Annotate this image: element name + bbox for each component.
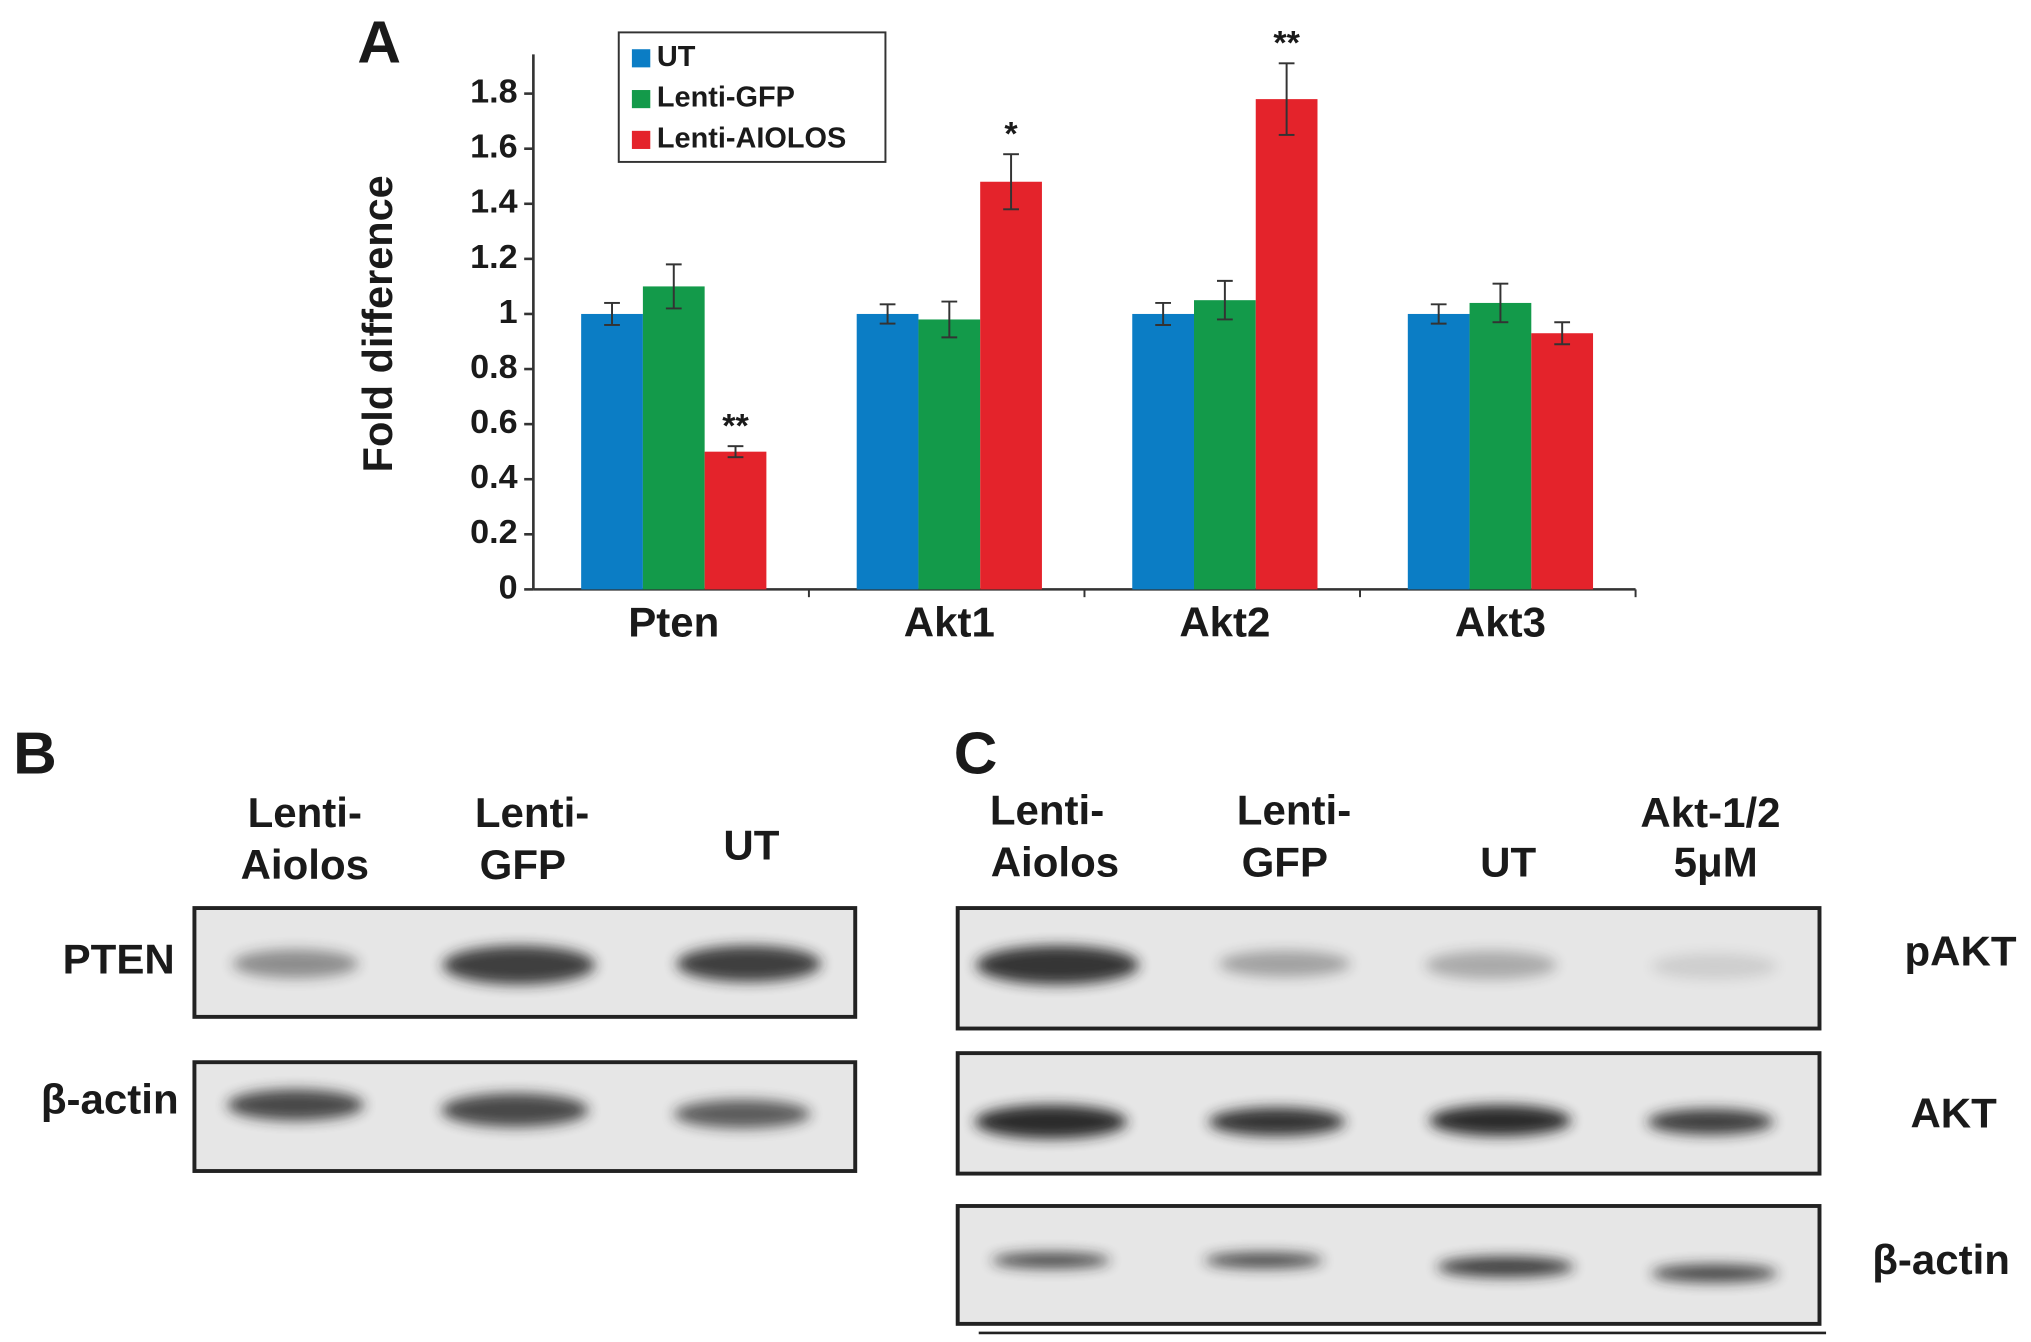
band: [441, 1093, 589, 1127]
row-label: AKT: [1910, 1090, 1997, 1137]
lane-label: Aiolos: [241, 841, 369, 888]
lane-label: UT: [723, 822, 780, 869]
bar: [1407, 313, 1470, 590]
y-tick-label: 1: [499, 293, 518, 331]
band: [976, 945, 1139, 985]
significance-label: **: [1273, 24, 1300, 62]
band: [227, 1089, 364, 1121]
bar: [980, 181, 1042, 590]
row-label: β-actin: [41, 1076, 179, 1123]
band: [1219, 950, 1351, 977]
lane-label: Lenti-: [475, 789, 589, 836]
y-tick-label: 0.4: [470, 458, 518, 496]
band: [1651, 1264, 1778, 1283]
chart-panel: A Fold difference 0 0.2 0.4 0.6 0.8 1 1.2 1.4 1.6 1…: [354, 9, 1637, 646]
band: [991, 1252, 1111, 1269]
legend-label: Lenti-GFP: [657, 82, 795, 114]
legend-swatch: [631, 90, 651, 109]
legend-swatch: [631, 49, 651, 68]
legend-swatch: [631, 130, 651, 149]
blot-frame: [955, 1204, 1822, 1326]
row-label: pAKT: [1905, 928, 2018, 975]
band: [1437, 1256, 1574, 1278]
lane-label: Aiolos: [991, 839, 1119, 886]
y-axis-label: Fold difference: [354, 175, 401, 472]
blot-panel-b: B Lenti- Aiolos Lenti- GFP UT PTEN β-act…: [13, 720, 858, 1173]
lane-label: GFP: [480, 841, 566, 888]
significance-label: **: [722, 407, 749, 445]
band: [676, 945, 822, 982]
legend-label: UT: [657, 41, 696, 73]
bar: [642, 286, 705, 590]
y-tick-label: 1.8: [470, 73, 517, 111]
band: [1651, 953, 1778, 980]
x-tick-label: Pten: [628, 599, 719, 646]
band: [673, 1099, 811, 1129]
band: [232, 949, 359, 979]
row-label: PTEN: [63, 936, 175, 983]
band: [1429, 1104, 1572, 1137]
panel-label: A: [357, 9, 401, 76]
y-tick-label: 0.6: [470, 403, 517, 441]
band: [1647, 1108, 1774, 1135]
band: [1425, 950, 1557, 980]
bar: [1469, 302, 1532, 590]
lane-label: Akt-1/2: [1640, 789, 1780, 836]
panel-label: B: [13, 720, 57, 787]
bar: [581, 313, 643, 590]
bar: [856, 313, 919, 590]
legend-label: Lenti-AIOLOS: [657, 123, 846, 155]
y-tick-label: 0: [499, 568, 518, 606]
y-tick-label: 0.2: [470, 513, 517, 551]
bar: [1255, 99, 1318, 590]
band: [974, 1104, 1128, 1139]
lane-label: Lenti-: [990, 787, 1104, 834]
y-tick-label: 0.8: [470, 348, 517, 386]
x-tick-label: Akt2: [1179, 599, 1270, 646]
bar: [1194, 300, 1256, 590]
bar: [704, 451, 767, 590]
blot-panel-c: C Lenti- Aiolos Lenti- GFP UT Akt-1/2 5μ…: [954, 720, 2018, 1335]
lane-label: UT: [1480, 839, 1537, 886]
lane-label: Lenti-: [1237, 787, 1351, 834]
bar: [1132, 313, 1195, 590]
lane-label: 5μM: [1674, 839, 1758, 886]
band: [1208, 1107, 1346, 1137]
panel-label: C: [954, 720, 998, 787]
lane-label: Lenti-: [248, 789, 362, 836]
bar: [1531, 333, 1594, 590]
x-tick-label: Akt3: [1455, 599, 1546, 646]
y-tick-label: 1.2: [470, 238, 517, 276]
band: [442, 945, 596, 985]
x-tick-label: Akt1: [904, 599, 995, 646]
band: [1204, 1252, 1323, 1269]
lane-label: GFP: [1242, 839, 1328, 886]
bar: [918, 319, 981, 590]
legend-box: [617, 31, 887, 163]
significance-label: *: [1004, 115, 1018, 153]
row-label: β-actin: [1872, 1236, 2010, 1283]
y-tick-label: 1.4: [470, 183, 518, 221]
y-tick-label: 1.6: [470, 128, 517, 166]
